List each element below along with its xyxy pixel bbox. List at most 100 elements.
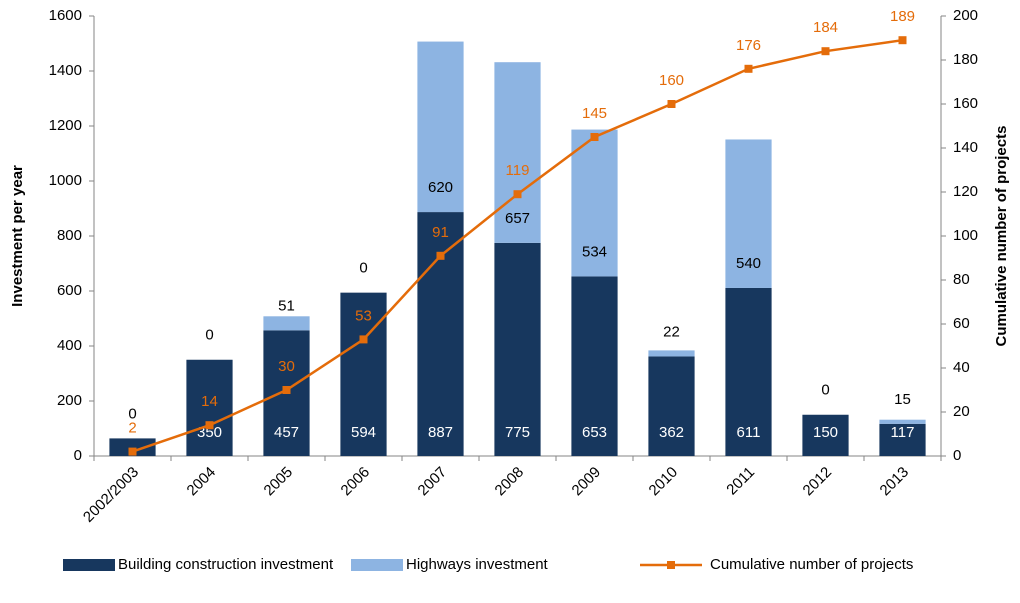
x-tick-label: 2007 — [415, 464, 451, 500]
line-marker — [359, 335, 368, 344]
y-tick-label: 600 — [57, 282, 82, 299]
bar-segment — [648, 350, 695, 357]
y2-tick-label: 40 — [953, 359, 970, 376]
line-label: 145 — [582, 105, 607, 122]
line-marker — [590, 133, 599, 141]
line-marker — [667, 100, 676, 108]
y-tick-label: 1400 — [49, 62, 82, 79]
bar-segment — [725, 139, 772, 288]
x-tick-label: 2008 — [492, 464, 528, 500]
bar-label: 657 — [505, 210, 530, 227]
bar-label: 15 — [894, 391, 911, 408]
y2-axis-title: Cumulative number of projects — [993, 126, 1010, 347]
x-tick-label: 2002/2003 — [80, 464, 142, 526]
bar-label: 117 — [891, 424, 915, 441]
bar-label: 620 — [428, 179, 453, 196]
y2-tick-label: 0 — [953, 447, 961, 464]
y2-tick-label: 100 — [953, 227, 978, 244]
line-marker — [128, 447, 137, 456]
bar-segment — [417, 41, 464, 213]
line-label: 176 — [736, 37, 761, 54]
legend-label: Building construction investment — [118, 556, 334, 573]
line-label: 2 — [128, 420, 136, 437]
bar-label: 0 — [821, 382, 829, 399]
line-marker — [898, 36, 907, 45]
y2-tick-label: 140 — [953, 139, 978, 156]
bar-label: 64 — [124, 424, 141, 441]
bar-label: 0 — [128, 405, 136, 422]
y-tick-label: 1200 — [49, 117, 82, 134]
line-label: 14 — [201, 393, 218, 410]
y2-tick-label: 180 — [953, 51, 978, 68]
bar-label: 540 — [736, 255, 761, 272]
bar-label: 51 — [278, 297, 295, 314]
bar-segment — [494, 62, 541, 243]
legend-swatch — [351, 559, 403, 571]
y2-tick-label: 160 — [953, 95, 978, 112]
bar-segment — [879, 423, 926, 456]
bar-label: 150 — [813, 424, 838, 441]
line-label: 189 — [890, 8, 915, 25]
line-label: 160 — [659, 72, 684, 89]
bar-label: 534 — [582, 243, 607, 260]
line-marker — [821, 47, 830, 56]
line-marker — [513, 190, 522, 199]
x-tick-label: 2012 — [800, 464, 836, 500]
bar-segment — [109, 438, 156, 456]
y2-tick-label: 200 — [953, 7, 978, 24]
y-tick-label: 200 — [57, 392, 82, 409]
bar-label: 887 — [428, 424, 453, 441]
line-marker — [282, 386, 291, 394]
bar-segment — [648, 356, 695, 456]
x-tick-label: 2011 — [723, 464, 758, 499]
bar-label: 457 — [274, 424, 299, 441]
y2-tick-label: 120 — [953, 183, 978, 200]
bar-label: 0 — [205, 327, 213, 344]
bar-label: 594 — [351, 424, 376, 441]
line-label: 91 — [432, 224, 449, 241]
y-axis-title: Investment per year — [9, 165, 26, 307]
x-tick-label: 2004 — [184, 464, 220, 500]
line-label: 119 — [506, 162, 530, 179]
bar-segment — [263, 316, 310, 331]
line-marker — [205, 421, 214, 430]
bar-segment — [186, 359, 233, 456]
y-tick-label: 1600 — [49, 7, 82, 24]
line-label: 30 — [278, 358, 295, 375]
bar-segment — [725, 287, 772, 456]
x-tick-label: 2013 — [877, 464, 913, 500]
legend-marker — [667, 561, 675, 569]
bar-segment — [340, 292, 387, 456]
bar-segment — [879, 419, 926, 424]
bar-segment — [802, 414, 849, 456]
bar-segment — [494, 242, 541, 456]
y2-tick-label: 80 — [953, 271, 970, 288]
bar-segment — [571, 276, 618, 456]
line-marker — [436, 251, 445, 260]
bar-label: 611 — [737, 424, 761, 441]
legend-label: Highways investment — [406, 556, 549, 573]
bar-label: 0 — [359, 260, 367, 277]
bar-segment — [417, 212, 464, 456]
y-tick-label: 1000 — [49, 172, 82, 189]
legend-swatch — [63, 559, 115, 571]
bar-label: 653 — [582, 424, 607, 441]
bar-label: 22 — [663, 323, 680, 340]
y-tick-label: 0 — [74, 447, 82, 464]
line-marker — [744, 64, 753, 73]
bar-label: 775 — [505, 424, 530, 441]
line-label: 53 — [355, 307, 372, 324]
y-tick-label: 400 — [57, 337, 82, 354]
y2-tick-label: 20 — [953, 403, 970, 420]
x-tick-label: 2009 — [569, 464, 605, 500]
bar-label: 362 — [659, 424, 684, 441]
y2-tick-label: 60 — [953, 315, 970, 332]
x-tick-label: 2010 — [646, 464, 682, 500]
y-tick-label: 800 — [57, 227, 82, 244]
x-tick-label: 2005 — [261, 464, 297, 500]
line-label: 184 — [813, 19, 838, 36]
bar-segment — [571, 129, 618, 277]
legend-label: Cumulative number of projects — [710, 556, 913, 573]
x-tick-label: 2006 — [338, 464, 374, 500]
